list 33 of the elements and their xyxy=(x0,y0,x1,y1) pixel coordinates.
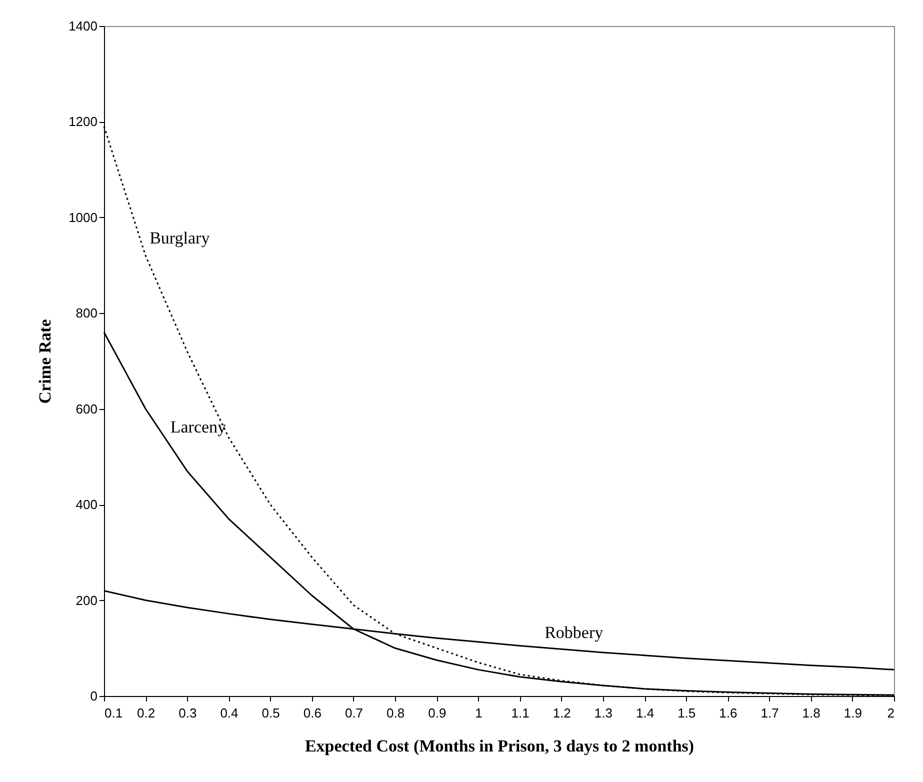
x-tick-label: 0.7 xyxy=(344,706,364,720)
x-tick-label: 1.4 xyxy=(636,706,654,720)
x-tick-label: 1.5 xyxy=(678,706,696,720)
annotation: Burglary xyxy=(150,228,210,248)
x-tick-label: 0.1 xyxy=(104,706,123,720)
annotation: Larceny xyxy=(170,417,227,436)
y-tick-label: 1400 xyxy=(68,18,98,34)
x-tick-label: 1 xyxy=(475,706,482,720)
x-tick-label: 0.9 xyxy=(428,706,446,720)
x-tick-label: 0.2 xyxy=(137,706,156,720)
x-axis-title: Expected Cost (Months in Prison, 3 days to 2 months) xyxy=(304,736,694,756)
annotation: Robbery xyxy=(544,623,604,642)
y-tick-label: 1000 xyxy=(68,210,98,225)
x-tick-label: 1.8 xyxy=(802,706,820,720)
y-tick-label: 0 xyxy=(90,688,98,704)
x-tick-label: 1.3 xyxy=(594,706,612,720)
x-tick-label: 0.3 xyxy=(178,706,197,720)
y-tick-label: 600 xyxy=(76,401,98,416)
x-tick-label: 2 xyxy=(887,706,894,720)
y-tick-label: 800 xyxy=(76,306,98,321)
x-tick-label: 1.6 xyxy=(719,706,738,720)
x-tick-label: 1.9 xyxy=(844,706,862,720)
x-tick-label: 1.7 xyxy=(760,706,779,720)
x-tick-label: 1.1 xyxy=(511,706,530,720)
x-tick-label: 0.6 xyxy=(303,706,322,720)
x-tick-label: 1.2 xyxy=(552,706,571,720)
x-tick-label: 0.8 xyxy=(386,706,405,720)
y-axis-title: Crime Rate xyxy=(36,318,55,404)
x-tick-label: 0.5 xyxy=(262,706,280,720)
y-tick-label: 1200 xyxy=(68,114,98,130)
y-tick-label: 400 xyxy=(76,497,98,512)
y-tick-label: 200 xyxy=(76,592,98,608)
x-tick-label: 0.4 xyxy=(220,706,238,720)
